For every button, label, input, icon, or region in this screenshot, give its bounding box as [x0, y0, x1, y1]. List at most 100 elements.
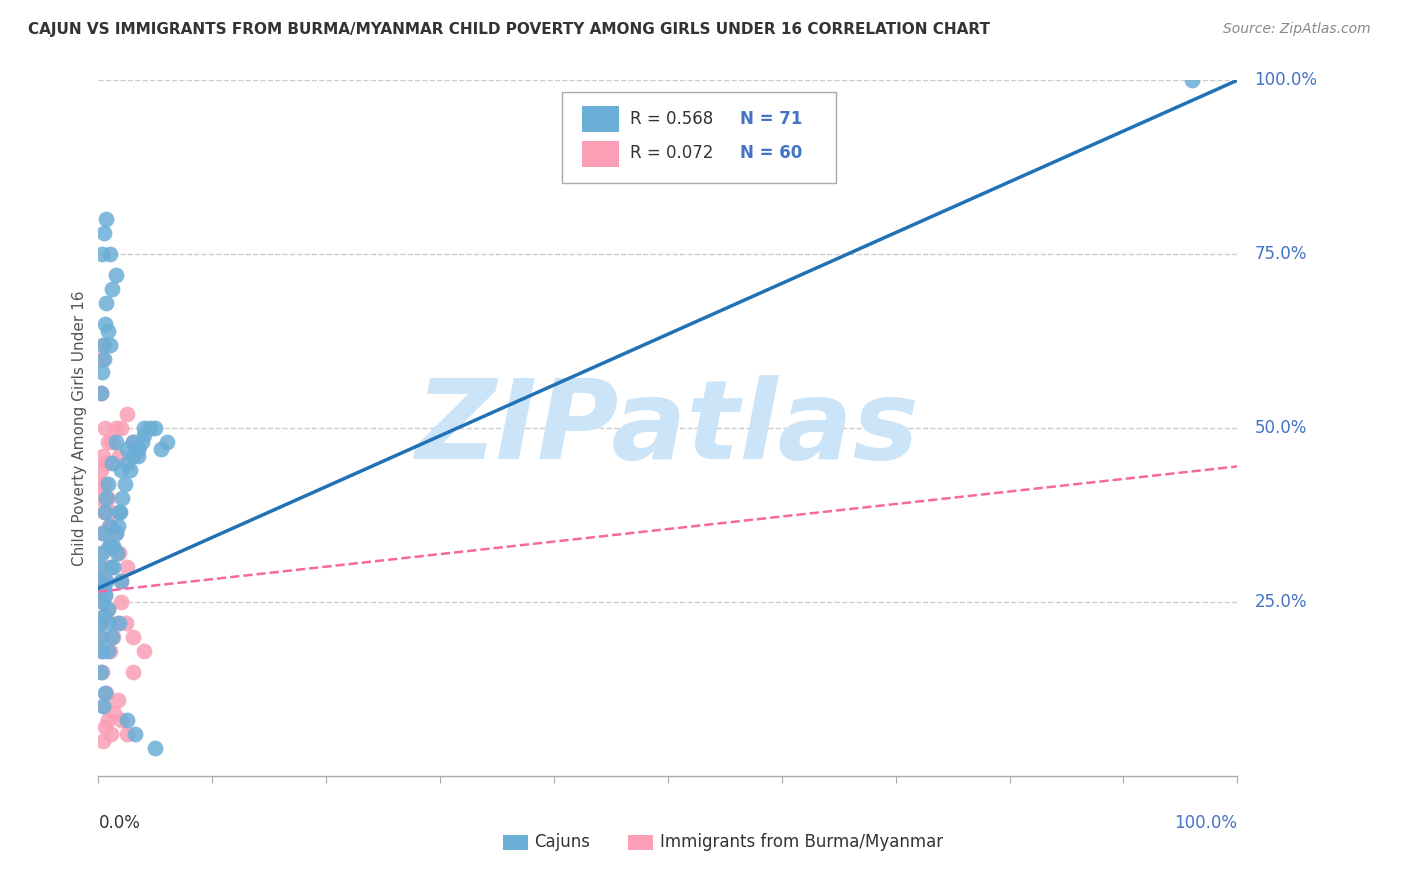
- Point: [103, 630, 125, 644]
- Point: [108, 505, 131, 519]
- Point: [90, 476, 112, 491]
- Point: [1181, 73, 1204, 87]
- Text: Immigrants from Burma/Myanmar: Immigrants from Burma/Myanmar: [659, 833, 943, 851]
- Point: [96, 602, 118, 616]
- Point: [96, 685, 118, 699]
- Point: [96, 456, 118, 470]
- Point: [108, 615, 131, 630]
- Point: [93, 505, 115, 519]
- Point: [89, 574, 111, 589]
- Point: [132, 428, 155, 442]
- Point: [93, 337, 115, 351]
- Point: [110, 595, 132, 609]
- Point: [90, 525, 112, 540]
- Point: [94, 421, 117, 435]
- Point: [103, 706, 125, 721]
- Point: [90, 351, 112, 366]
- Point: [93, 609, 115, 624]
- Point: [96, 212, 118, 227]
- Point: [127, 442, 149, 456]
- Point: [108, 505, 131, 519]
- Point: [91, 337, 114, 351]
- Point: [103, 540, 125, 554]
- Point: [105, 615, 128, 630]
- Point: [104, 268, 127, 282]
- Point: [107, 692, 129, 706]
- Point: [90, 463, 112, 477]
- Point: [115, 560, 138, 574]
- Point: [114, 476, 136, 491]
- Point: [107, 518, 129, 533]
- Point: [111, 491, 134, 505]
- Point: [110, 574, 132, 589]
- Point: [108, 546, 131, 560]
- Point: [108, 449, 131, 463]
- Text: N = 60: N = 60: [740, 145, 801, 162]
- Point: [101, 630, 124, 644]
- Point: [91, 734, 114, 748]
- Point: [97, 540, 120, 554]
- Text: R = 0.072: R = 0.072: [630, 145, 714, 162]
- Point: [101, 282, 124, 296]
- Point: [94, 476, 117, 491]
- Text: CAJUN VS IMMIGRANTS FROM BURMA/MYANMAR CHILD POVERTY AMONG GIRLS UNDER 16 CORREL: CAJUN VS IMMIGRANTS FROM BURMA/MYANMAR C…: [28, 22, 990, 37]
- Point: [91, 449, 114, 463]
- Point: [110, 463, 132, 477]
- Point: [110, 574, 132, 589]
- Point: [93, 609, 115, 624]
- Point: [104, 525, 127, 540]
- Point: [115, 442, 138, 456]
- Point: [96, 476, 118, 491]
- Point: [121, 630, 143, 644]
- Point: [91, 595, 114, 609]
- Text: R = 0.568: R = 0.568: [630, 110, 713, 128]
- Point: [90, 546, 112, 560]
- Point: [104, 435, 127, 450]
- Point: [90, 366, 112, 380]
- Point: [127, 442, 149, 456]
- Point: [120, 463, 142, 477]
- Point: [96, 491, 118, 505]
- Point: [94, 505, 117, 519]
- Point: [115, 456, 138, 470]
- Point: [114, 615, 136, 630]
- Point: [98, 540, 121, 554]
- Point: [101, 540, 124, 554]
- Point: [101, 435, 124, 450]
- Point: [115, 407, 138, 421]
- Point: [145, 421, 167, 435]
- Point: [115, 727, 138, 741]
- Point: [103, 560, 125, 574]
- Point: [93, 351, 115, 366]
- Point: [90, 665, 112, 679]
- Point: [90, 644, 112, 658]
- Point: [94, 588, 117, 602]
- Text: Source: ZipAtlas.com: Source: ZipAtlas.com: [1223, 22, 1371, 37]
- Point: [97, 615, 120, 630]
- Point: [96, 324, 118, 338]
- Point: [121, 435, 143, 450]
- Point: [145, 741, 167, 756]
- Point: [94, 685, 117, 699]
- FancyBboxPatch shape: [582, 141, 619, 168]
- Text: 50.0%: 50.0%: [1254, 419, 1306, 437]
- Point: [90, 630, 112, 644]
- Point: [91, 699, 114, 714]
- Point: [93, 699, 115, 714]
- FancyBboxPatch shape: [582, 106, 619, 132]
- Point: [89, 491, 111, 505]
- Text: Cajuns: Cajuns: [534, 833, 591, 851]
- Text: ZIPatlas: ZIPatlas: [416, 375, 920, 482]
- Text: 100.0%: 100.0%: [1254, 71, 1317, 89]
- Point: [105, 546, 128, 560]
- Point: [90, 630, 112, 644]
- Text: N = 71: N = 71: [740, 110, 801, 128]
- Point: [96, 574, 118, 589]
- Point: [98, 337, 121, 351]
- Point: [96, 435, 118, 450]
- Point: [121, 435, 143, 450]
- Text: 0.0%: 0.0%: [98, 814, 141, 832]
- Point: [121, 665, 143, 679]
- Point: [96, 644, 118, 658]
- Y-axis label: Child Poverty Among Girls Under 16: Child Poverty Among Girls Under 16: [72, 291, 87, 566]
